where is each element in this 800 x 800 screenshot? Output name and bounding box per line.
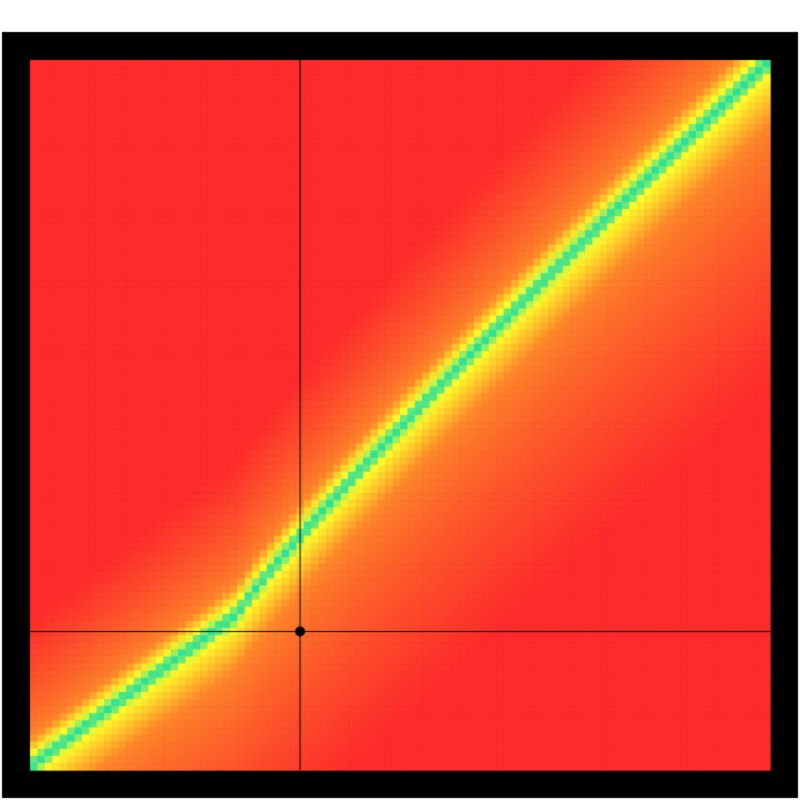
- bottleneck-heatmap: [0, 0, 800, 800]
